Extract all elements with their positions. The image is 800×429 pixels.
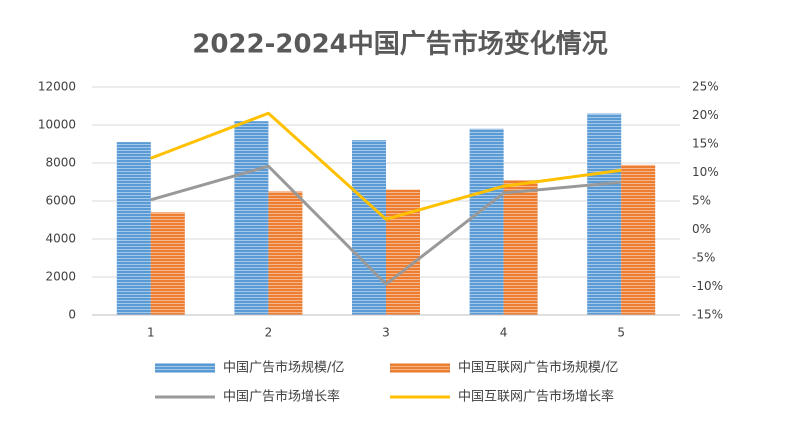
y2-tick-label: 20% (692, 108, 719, 122)
bar-texture (268, 191, 303, 315)
y2-tick-label: 10% (692, 165, 719, 179)
chart-title: 2022-2024中国广告市场变化情况 (192, 29, 608, 60)
y2-tick-label: 0% (692, 222, 711, 236)
line (150, 111, 622, 221)
x-tick-label: 1 (147, 326, 155, 340)
legend-label: 中国互联网广告市场增长率 (458, 389, 614, 405)
y2-tick-label: -15% (692, 308, 723, 322)
bar-texture (503, 180, 538, 315)
y-tick-label: 8000 (45, 156, 76, 170)
y2-tick-label: -5% (692, 251, 715, 265)
x-tick-label: 3 (382, 326, 390, 340)
bar-texture (150, 212, 185, 315)
legend-label: 中国广告市场增长率 (223, 389, 340, 405)
y2-tick-label: -10% (692, 279, 723, 293)
legend-swatch-texture (390, 363, 450, 373)
bar-texture (352, 140, 386, 315)
legend-label: 中国互联网广告市场规模/亿 (458, 360, 618, 376)
y-tick-label: 4000 (45, 232, 76, 246)
y2-tick-label: 25% (692, 80, 719, 94)
legend-label: 中国广告市场规模/亿 (223, 360, 344, 376)
line (150, 164, 622, 286)
y2-tick-label: 15% (692, 137, 719, 151)
bar-texture (587, 113, 622, 315)
x-tick-label: 5 (617, 326, 625, 340)
bar-texture (116, 142, 151, 315)
bar-texture (386, 189, 420, 315)
bar-texture (469, 128, 504, 315)
bar-texture (234, 121, 269, 315)
y-tick-label: 6000 (45, 194, 76, 208)
y-tick-label: 10000 (38, 118, 76, 132)
y-tick-label: 2000 (45, 270, 76, 284)
x-tick-label: 4 (500, 326, 508, 340)
bar-texture (621, 164, 656, 315)
y2-tick-label: 5% (692, 194, 711, 208)
x-tick-label: 2 (265, 326, 273, 340)
y-tick-label: 12000 (38, 80, 76, 94)
legend-swatch-texture (155, 363, 215, 373)
y-tick-label: 0 (68, 308, 76, 322)
